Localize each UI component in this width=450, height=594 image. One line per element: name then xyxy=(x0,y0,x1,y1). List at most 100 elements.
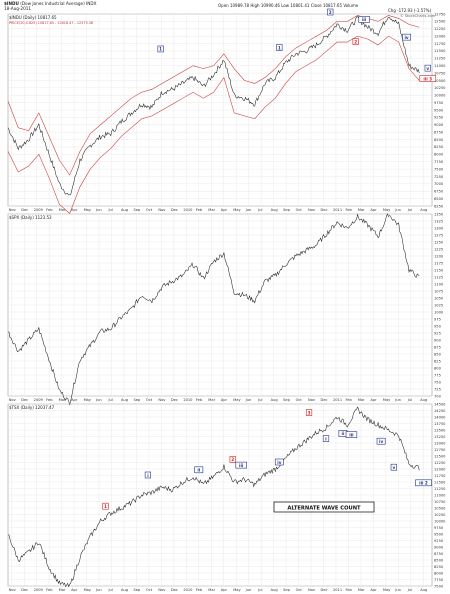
x-tick-label: Jul xyxy=(257,588,262,592)
close-label: Close xyxy=(310,3,322,8)
y-tick-label: 14000 xyxy=(434,415,446,419)
x-tick-label: Aug xyxy=(420,588,427,592)
x-tick-label: May xyxy=(84,588,92,592)
y-tick-label: 9000 xyxy=(434,123,444,127)
y-tick-label: 1100 xyxy=(434,282,444,286)
x-tick-label: Feb xyxy=(345,208,352,212)
wave-label-box xyxy=(274,458,284,466)
x-tick-label: Sep xyxy=(283,208,290,212)
x-tick-label: Oct xyxy=(146,398,153,402)
open-value: 10989.78 xyxy=(229,3,250,8)
chart-panel-1: 6250 6500 6750 7000 7250 7500 7750 8000 8250 8500… xyxy=(7,8,446,214)
x-tick-label: Mar xyxy=(208,398,215,402)
y-tick-label: 11000 xyxy=(434,493,446,497)
x-tick-label: Sep xyxy=(133,208,140,212)
wave-label: 2 xyxy=(231,457,234,462)
x-tick-label: Aug xyxy=(121,208,128,212)
lower-envelope xyxy=(7,35,420,214)
index-name: (Dow Jones Industrial Average) INDX xyxy=(20,1,97,6)
price-series xyxy=(7,16,420,196)
y-tick-label: 11750 xyxy=(434,474,446,478)
y-tick-label: 8750 xyxy=(434,130,444,134)
x-tick-label: Aug xyxy=(271,208,278,212)
y-tick-label: 9250 xyxy=(434,116,444,120)
y-tick-label: 13500 xyxy=(434,428,446,432)
wave-label: 3 xyxy=(308,410,311,415)
x-tick-label: 2010 xyxy=(183,588,193,592)
x-tick-label: Apr xyxy=(71,588,78,592)
wave-label: 1 xyxy=(159,47,162,52)
wave-label-box xyxy=(424,64,431,72)
y-tick-label: 1325 xyxy=(434,219,443,223)
x-tick-label: Aug xyxy=(121,588,128,592)
y-tick-label: 12000 xyxy=(434,467,446,471)
x-tick-label: Sep xyxy=(133,398,140,402)
y-tick-label: 6250 xyxy=(434,204,444,208)
wave-label: 2 xyxy=(329,10,332,15)
close-value: 10817.65 xyxy=(322,3,343,8)
x-tick-label: Apr xyxy=(370,208,377,212)
x-tick-label: Jun xyxy=(245,398,252,402)
symbol: $INDU xyxy=(4,1,19,6)
wave-label-box xyxy=(415,479,432,487)
x-tick-label: Jun xyxy=(95,208,102,212)
y-tick-label: 1225 xyxy=(434,247,443,251)
x-tick-label: Feb xyxy=(345,398,352,402)
x-tick-label: 2011 xyxy=(333,588,342,592)
x-tick-label: May xyxy=(383,398,391,402)
x-tick-label: Jun xyxy=(245,588,252,592)
caption-box xyxy=(273,501,375,513)
x-tick-label: Apr xyxy=(221,208,228,212)
y-tick-label: 1125 xyxy=(434,275,443,279)
y-tick-label: 10750 xyxy=(434,500,446,504)
wave-label-box xyxy=(235,461,247,469)
y-tick-label: 13250 xyxy=(434,435,446,439)
y-tick-label: 8000 xyxy=(434,153,444,157)
panel-title: $TSX (Daily) 12037.47 xyxy=(9,405,55,410)
panel-title: $INDU (Daily) 10817.65 xyxy=(9,15,57,20)
y-tick-label: 1200 xyxy=(434,254,444,258)
y-tick-label: 12250 xyxy=(434,27,446,31)
x-tick-label: Feb xyxy=(46,208,53,212)
y-tick-label: 1250 xyxy=(434,240,444,244)
x-tick-label: Sep xyxy=(283,398,290,402)
y-tick-label: 13000 xyxy=(434,441,446,445)
x-tick-label: Jul xyxy=(108,588,113,592)
wave-label: 2 xyxy=(354,39,357,44)
y-tick-label: 8500 xyxy=(434,138,444,142)
wave-label: iii xyxy=(239,463,244,468)
x-tick-label: Feb xyxy=(345,588,352,592)
x-tick-label: Jul xyxy=(257,398,262,402)
volume-label: Volume xyxy=(343,3,359,8)
y-tick-label: 11500 xyxy=(434,49,446,53)
x-tick-label: Feb xyxy=(46,398,53,402)
x-tick-label: Sep xyxy=(133,588,140,592)
wave-label-box xyxy=(157,45,164,53)
y-tick-label: 6500 xyxy=(434,197,444,201)
y-tick-label: 1300 xyxy=(434,226,444,230)
x-tick-label: Apr xyxy=(370,398,377,402)
x-tick-label: Jul xyxy=(108,398,113,402)
x-tick-label: Dec xyxy=(171,208,178,212)
x-tick-label: Aug xyxy=(420,398,427,402)
y-tick-label: 10000 xyxy=(434,94,446,98)
wave-label-box xyxy=(305,409,313,416)
y-tick-label: 875 xyxy=(434,345,441,349)
y-tick-label: 925 xyxy=(434,331,441,335)
x-tick-label: Dec xyxy=(321,208,328,212)
wave-label-box xyxy=(102,502,109,510)
x-tick-label: 2009 xyxy=(34,588,44,592)
price-series xyxy=(7,213,420,406)
panel-subtitle: PRICE(20,4.625) 10817.65 - 12618.47 - 12… xyxy=(9,21,93,25)
wave-label-box xyxy=(376,437,386,445)
wave-label: v xyxy=(392,465,395,470)
y-tick-label: 14500 xyxy=(434,402,446,406)
y-tick-label: 1000 xyxy=(434,310,444,314)
wave-label-box xyxy=(144,471,152,479)
x-tick-label: Aug xyxy=(420,208,427,212)
y-tick-label: 1350 xyxy=(434,212,444,216)
wave-label: 1 xyxy=(104,504,107,509)
y-tick-label: 12000 xyxy=(434,34,446,38)
ohlc-readout: Open 10989.78 High 10990.46 Low 10801.41… xyxy=(218,3,358,8)
